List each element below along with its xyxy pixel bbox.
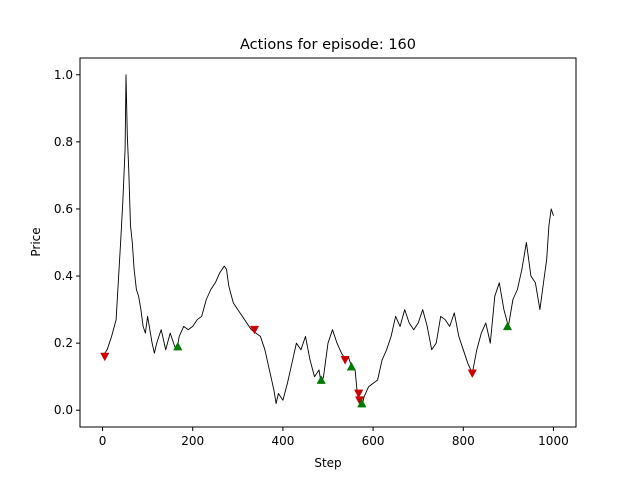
y-tick-label: 0.8 [54,135,73,149]
x-tick-label: 800 [452,434,475,448]
plot-area: 0 200 400 600 800 1000 0.0 0.2 0.4 0.6 0.8 1.0 [54,68,569,448]
y-tick-label: 0.2 [54,336,73,350]
buy-marker [502,321,513,331]
chart-title: Actions for episode: 160 [240,37,416,53]
x-tick-label: 0 [99,434,107,448]
buy-marker [173,341,183,351]
sell-marker [100,352,110,362]
y-tick-label: 0.4 [54,269,73,283]
y-tick-label: 0.6 [54,202,73,216]
buy-marker [357,398,367,408]
buy-marker [346,361,357,371]
sell-marker [249,325,260,335]
x-tick-label: 600 [362,434,385,448]
y-axis-label: Price [29,227,43,256]
y-tick-label: 0.0 [54,403,73,417]
x-axis-label: Step [314,456,341,470]
sell-marker [467,369,477,379]
x-tick-label: 200 [181,434,204,448]
sell-marker [354,389,364,399]
sell-marker [340,356,350,365]
x-tick-label: 400 [271,434,294,448]
x-tick-label: 1000 [538,434,569,448]
buy-marker [316,375,326,384]
plot-frame [79,57,577,428]
y-tick-label: 1.0 [54,68,73,82]
